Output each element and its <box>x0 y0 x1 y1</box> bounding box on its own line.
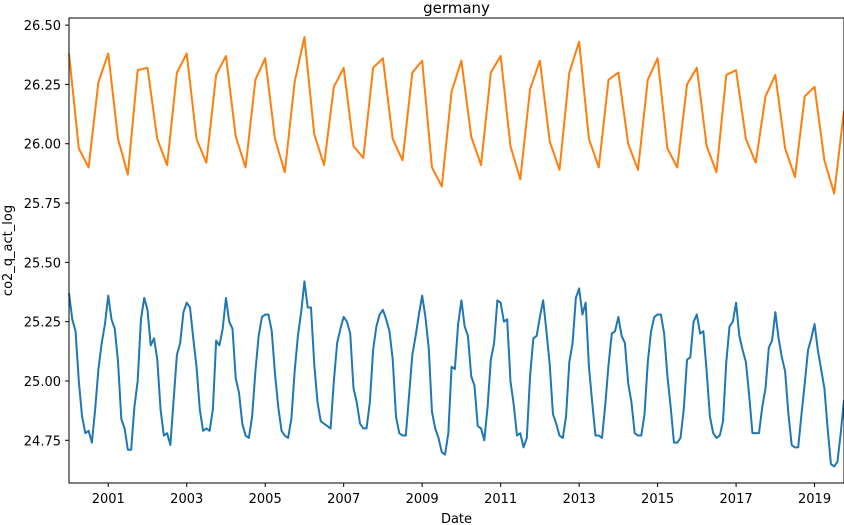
y-tick-label: 24.75 <box>24 434 61 449</box>
x-tick-label: 2019 <box>798 492 831 507</box>
x-tick-label: 2007 <box>327 492 360 507</box>
y-tick-label: 25.00 <box>24 375 61 390</box>
x-tick-label: 2005 <box>249 492 282 507</box>
plot-frame <box>68 17 844 484</box>
y-tick-label: 25.75 <box>24 197 61 212</box>
y-tick-label: 26.00 <box>24 138 61 153</box>
x-tick-label: 2003 <box>170 492 203 507</box>
y-tick-label: 26.25 <box>24 78 61 93</box>
y-axis-ticks: 24.75 25.00 25.25 25.50 25.75 26.00 26.25 26.50 <box>24 19 69 449</box>
y-tick-label: 26.50 <box>24 19 61 34</box>
series-layer <box>68 35 844 468</box>
y-tick-label: 25.50 <box>24 256 61 271</box>
series-line-monthly <box>68 280 844 468</box>
x-tick-label: 2011 <box>484 492 517 507</box>
y-tick-label: 25.25 <box>24 316 61 331</box>
x-tick-label: 2017 <box>720 492 753 507</box>
y-axis-title: co2_q_act_log <box>1 205 16 296</box>
x-tick-label: 2009 <box>406 492 439 507</box>
x-tick-label: 2013 <box>563 492 596 507</box>
x-tick-label: 2001 <box>92 492 125 507</box>
chart-title: germany <box>423 0 490 17</box>
x-tick-label: 2015 <box>641 492 674 507</box>
x-axis-title: Date <box>441 512 472 525</box>
series-line-quarterly <box>68 35 844 195</box>
x-axis-ticks: 2001 2003 2005 2007 2009 2011 2013 2015 2017 2019 <box>92 483 831 507</box>
